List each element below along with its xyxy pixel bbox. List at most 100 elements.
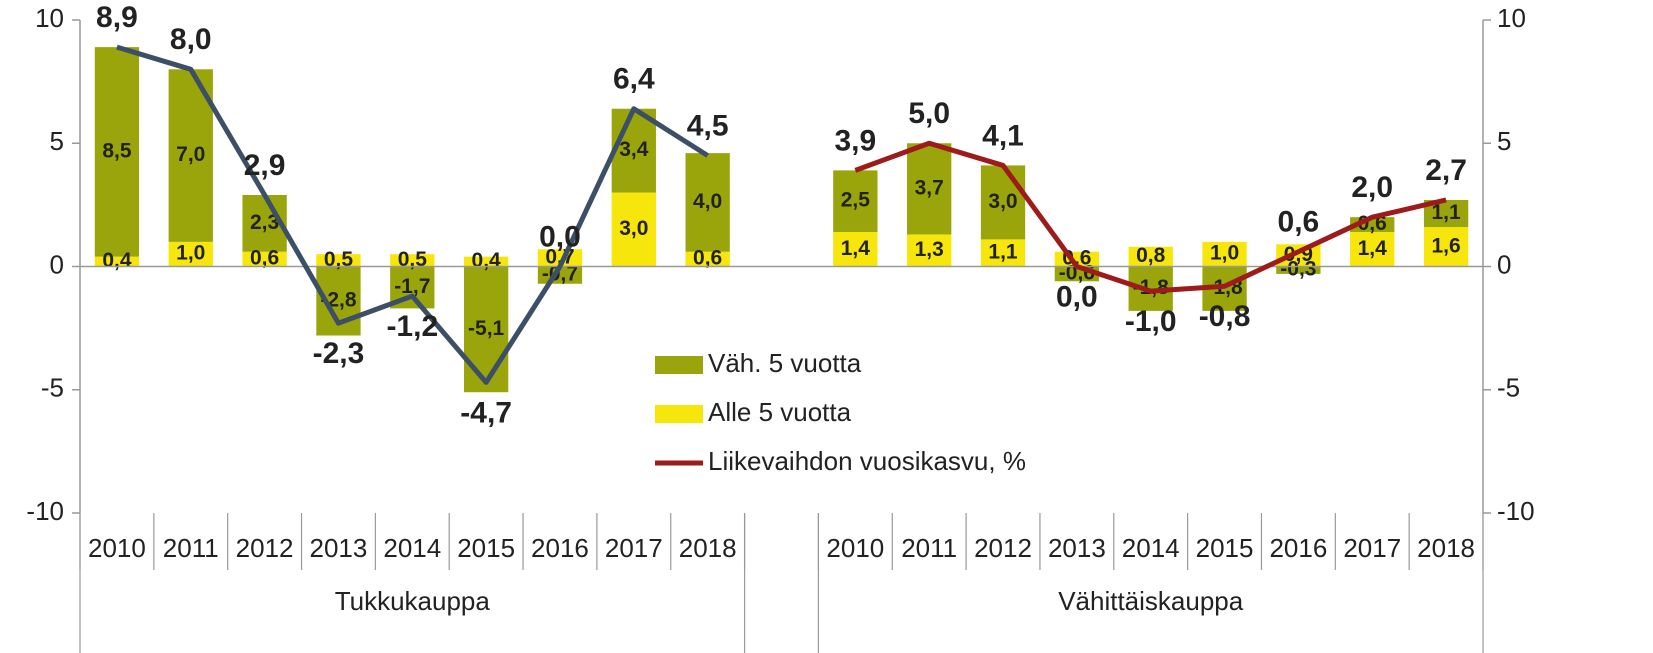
y2-tick-label: -10 [1497,496,1535,526]
bar-value-label: 7,0 [176,143,205,166]
bar [1423,227,1469,267]
line-value-label: -1,0 [1125,305,1177,338]
line [116,44,709,385]
line-value-label: 0,0 [1056,280,1098,313]
line [854,140,1447,294]
bar-value-label: 0,4 [102,249,132,272]
bar-value-label: 0,6 [693,247,722,270]
legend-swatch [655,356,703,374]
bar-value-label: 2,3 [250,211,279,234]
bar-value-label: 4,0 [693,190,722,213]
group-label: Tukkukauppa [335,586,491,616]
legend-label: Liikevaihdon vuosikasvu, % [708,446,1026,476]
x-tick-label: 2010 [826,533,884,563]
y-tick-label: 5 [50,126,64,156]
bar [685,251,730,267]
bar-value-label: 0,8 [1136,244,1166,267]
bar [390,254,435,267]
bar [611,192,656,267]
bar-value-label: -1,8 [1133,276,1170,299]
x-tick-label: 2012 [236,533,294,563]
bar-value-label: 1,1 [1431,201,1461,224]
bar [907,143,952,235]
bar [316,254,361,267]
line-value-label: -2,3 [313,337,365,370]
line-value-label: 4,1 [982,119,1024,152]
bar [1350,231,1395,267]
y2-tick-label: -5 [1497,373,1520,403]
x-tick-label: 2015 [457,533,515,563]
bar [1276,266,1321,274]
y2-tick-label: 0 [1497,249,1511,279]
bar-value-label: 0,5 [398,248,428,271]
x-tick-label: 2018 [1417,533,1475,563]
bar [980,239,1026,267]
line-value-label: 2,7 [1425,154,1467,187]
bar-value-label: -0,3 [1280,258,1316,281]
legend-label: Väh. 5 vuotta [708,348,862,378]
bar-value-label: 2,5 [841,189,871,212]
x-tick-label: 2018 [679,533,737,563]
line-value-label: 2,0 [1351,171,1393,204]
bar-value-label: 1,1 [988,240,1018,263]
bar-value-label: 1,4 [841,237,871,260]
line-value-label: 0,0 [539,220,581,253]
bar [907,234,952,267]
line-value-label: 3,9 [834,124,876,157]
bar [242,251,287,267]
bar [463,256,509,267]
bar-value-label: 3,4 [619,138,649,161]
bar-value-label: 1,0 [1210,242,1239,265]
bar [94,256,140,267]
bar-value-label: 0,4 [472,249,502,272]
y2-tick-label: 10 [1497,3,1526,33]
bar [1276,244,1321,267]
line-value-label: -1,2 [386,310,438,343]
bar [980,165,1026,240]
bar [685,153,730,252]
x-tick-label: 2012 [974,533,1032,563]
bar [463,266,509,393]
bar-value-label: 1,0 [176,242,205,265]
y-tick-label: -10 [26,496,64,526]
x-tick-label: 2011 [901,533,957,563]
bar [833,231,878,267]
bar-value-label: 1,3 [915,238,944,261]
legend-label: Alle 5 vuotta [708,397,852,427]
x-tick-label: 2014 [1122,533,1180,563]
line-value-label: 8,9 [96,1,138,34]
line-value-label: 8,0 [170,23,212,56]
line-value-label: -0,8 [1199,300,1251,333]
x-tick-label: 2013 [1048,533,1106,563]
line-value-label: 6,4 [613,63,655,96]
bar-value-label: 3,0 [619,217,648,240]
line-value-label: -4,7 [460,396,512,429]
bar-value-label: 8,5 [102,139,132,162]
x-tick-label: 2016 [531,533,589,563]
bar-value-label: 0,5 [324,248,354,271]
x-tick-label: 2014 [383,533,441,563]
line-value-label: 4,5 [687,109,729,142]
bar [168,241,213,267]
bar-value-label: -5,1 [468,317,505,340]
x-tick-label: 2016 [1269,533,1327,563]
x-tick-label: 2013 [310,533,368,563]
bar [1128,246,1173,267]
line-value-label: 5,0 [908,97,950,130]
x-tick-label: 2015 [1196,533,1254,563]
bar-value-label: -1,7 [394,275,430,298]
line-value-label: 2,9 [244,149,286,182]
bar-value-label: 3,0 [988,190,1017,213]
bar-value-label: 1,6 [1431,234,1460,257]
y-tick-label: -5 [41,373,64,403]
bar-value-label: 3,7 [915,176,944,199]
bar [537,249,583,267]
bar-value-label: 1,4 [1358,237,1388,260]
x-tick-label: 2017 [605,533,663,563]
x-tick-label: 2010 [88,533,146,563]
y-tick-label: 10 [35,3,64,33]
y-tick-label: 0 [50,249,64,279]
group-label: Vähittäiskauppa [1058,586,1244,616]
bar [833,170,878,232]
legend-swatch [655,405,703,423]
